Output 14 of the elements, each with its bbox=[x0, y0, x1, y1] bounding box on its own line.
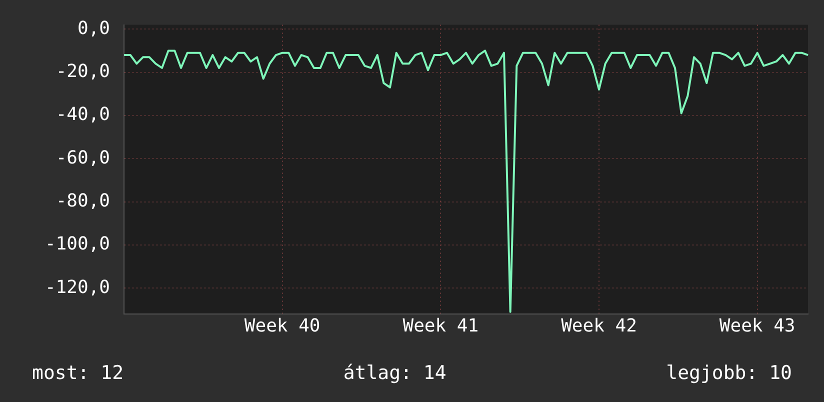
x-tick-label: Week 42 bbox=[561, 315, 637, 336]
y-tick-label: -100,0 bbox=[44, 234, 110, 255]
x-tick-label: Week 43 bbox=[719, 315, 796, 336]
y-tick-label: -60,0 bbox=[56, 147, 110, 168]
y-tick-label: 0,0 bbox=[77, 18, 110, 39]
text: legjobb: 10 bbox=[666, 362, 792, 384]
x-tick-label: Week 40 bbox=[244, 315, 320, 336]
x-tick-label: Week 41 bbox=[402, 315, 479, 336]
text: átlag: 14 bbox=[343, 362, 446, 384]
y-tick-label: -80,0 bbox=[56, 190, 110, 212]
y-tick-label: -20,0 bbox=[56, 60, 110, 82]
y-tick-label: -40,0 bbox=[56, 104, 110, 126]
text: most: 12 bbox=[32, 362, 124, 384]
y-tick-label: -120,0 bbox=[44, 276, 110, 298]
